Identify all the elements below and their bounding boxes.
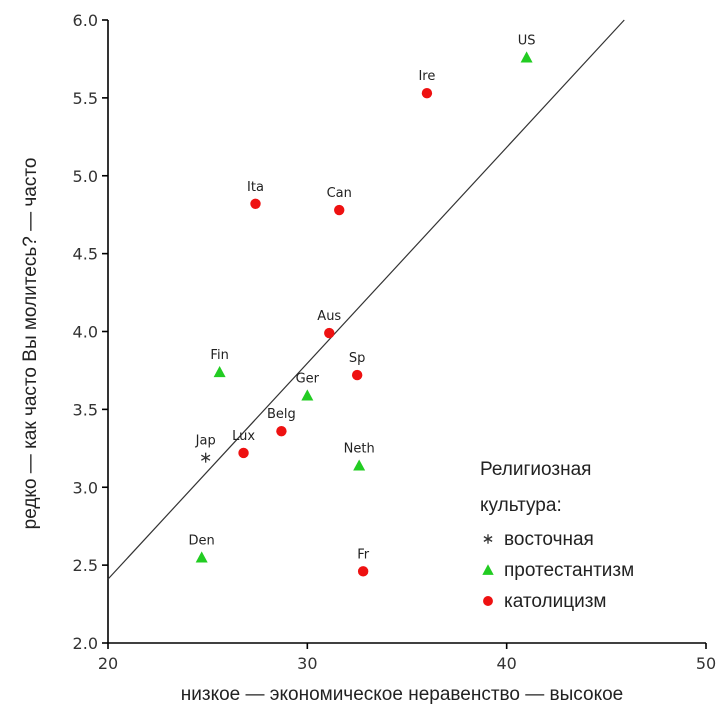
y-tick-label: 4.5 bbox=[73, 245, 98, 264]
point-ita bbox=[250, 198, 261, 209]
point-label-aus: Aus bbox=[317, 309, 341, 324]
point-jap bbox=[201, 452, 211, 463]
y-tick-label: 3.0 bbox=[73, 478, 98, 497]
asterisk-stroke bbox=[201, 454, 211, 461]
point-label-sp: Sp bbox=[349, 351, 366, 366]
fit-line-group bbox=[107, 19, 625, 580]
y-tick-label: 6.0 bbox=[73, 11, 98, 30]
point-lux bbox=[238, 447, 249, 459]
point-ire bbox=[421, 88, 433, 99]
x-tick-label: 20 bbox=[98, 654, 118, 673]
legend-label-0: восточная bbox=[504, 529, 594, 550]
asterisk-stroke bbox=[483, 536, 493, 542]
data-points bbox=[195, 51, 533, 577]
point-label-us: US bbox=[518, 33, 536, 48]
y-tick-label: 2.5 bbox=[73, 556, 98, 575]
point-label-ger: Ger bbox=[296, 371, 320, 386]
legend-marker-1 bbox=[482, 564, 494, 575]
point-fr bbox=[357, 566, 369, 577]
fit-line bbox=[107, 19, 625, 580]
point-labels: Jap US Fin Ger Neth Den Ire Ita Can Aus Sp Belg Lux F… bbox=[189, 33, 536, 562]
point-belg bbox=[276, 425, 287, 437]
point-label-ire: Ire bbox=[418, 69, 435, 84]
legend: Религиозная культура: восточная протестан… bbox=[480, 459, 634, 612]
point-can bbox=[334, 204, 345, 216]
x-axis-title: низкое — экономическое неравенство — выс… bbox=[181, 684, 624, 705]
y-tick-label: 5.5 bbox=[73, 89, 98, 108]
point-label-ita: Ita bbox=[247, 180, 264, 195]
axis-ticks: 2.0 2.5 3.0 3.5 4.0 4.5 5.0 5.5 6.0 20 30 40 50 bbox=[73, 11, 717, 673]
legend-items: восточная протестантизм католицизм bbox=[482, 529, 634, 612]
x-tick-label: 30 bbox=[297, 654, 317, 673]
point-label-neth: Neth bbox=[344, 441, 375, 456]
point-aus bbox=[324, 327, 335, 339]
legend-marker-0 bbox=[483, 534, 493, 544]
point-ger bbox=[301, 389, 314, 401]
legend-marker-2 bbox=[483, 596, 493, 606]
legend-label-2: католицизм bbox=[504, 591, 607, 612]
point-label-fr: Fr bbox=[357, 547, 370, 562]
legend-title-line-1: Религиозная bbox=[480, 459, 591, 480]
point-fin bbox=[213, 365, 226, 378]
y-axis-title: редко — как часто Вы молитесь? — часто bbox=[20, 158, 41, 530]
point-den bbox=[195, 551, 208, 563]
point-label-jap: Jap bbox=[195, 434, 216, 449]
point-label-belg: Belg bbox=[267, 407, 296, 422]
y-tick-label: 4.0 bbox=[73, 323, 98, 342]
point-label-den: Den bbox=[189, 533, 215, 548]
legend-title-line-2: культура: bbox=[480, 495, 562, 516]
point-us bbox=[520, 51, 533, 63]
plot-frame bbox=[107, 20, 706, 644]
x-tick-label: 50 bbox=[696, 654, 716, 673]
point-label-fin: Fin bbox=[210, 348, 228, 363]
y-tick-label: 5.0 bbox=[73, 167, 98, 186]
point-label-can: Can bbox=[327, 186, 352, 201]
point-neth bbox=[353, 459, 366, 471]
legend-label-1: протестантизм bbox=[504, 560, 634, 581]
point-label-lux: Lux bbox=[232, 429, 255, 444]
y-tick-label: 2.0 bbox=[73, 634, 98, 653]
y-tick-label: 3.5 bbox=[73, 400, 98, 419]
point-sp bbox=[351, 369, 363, 381]
x-tick-label: 40 bbox=[496, 654, 516, 673]
